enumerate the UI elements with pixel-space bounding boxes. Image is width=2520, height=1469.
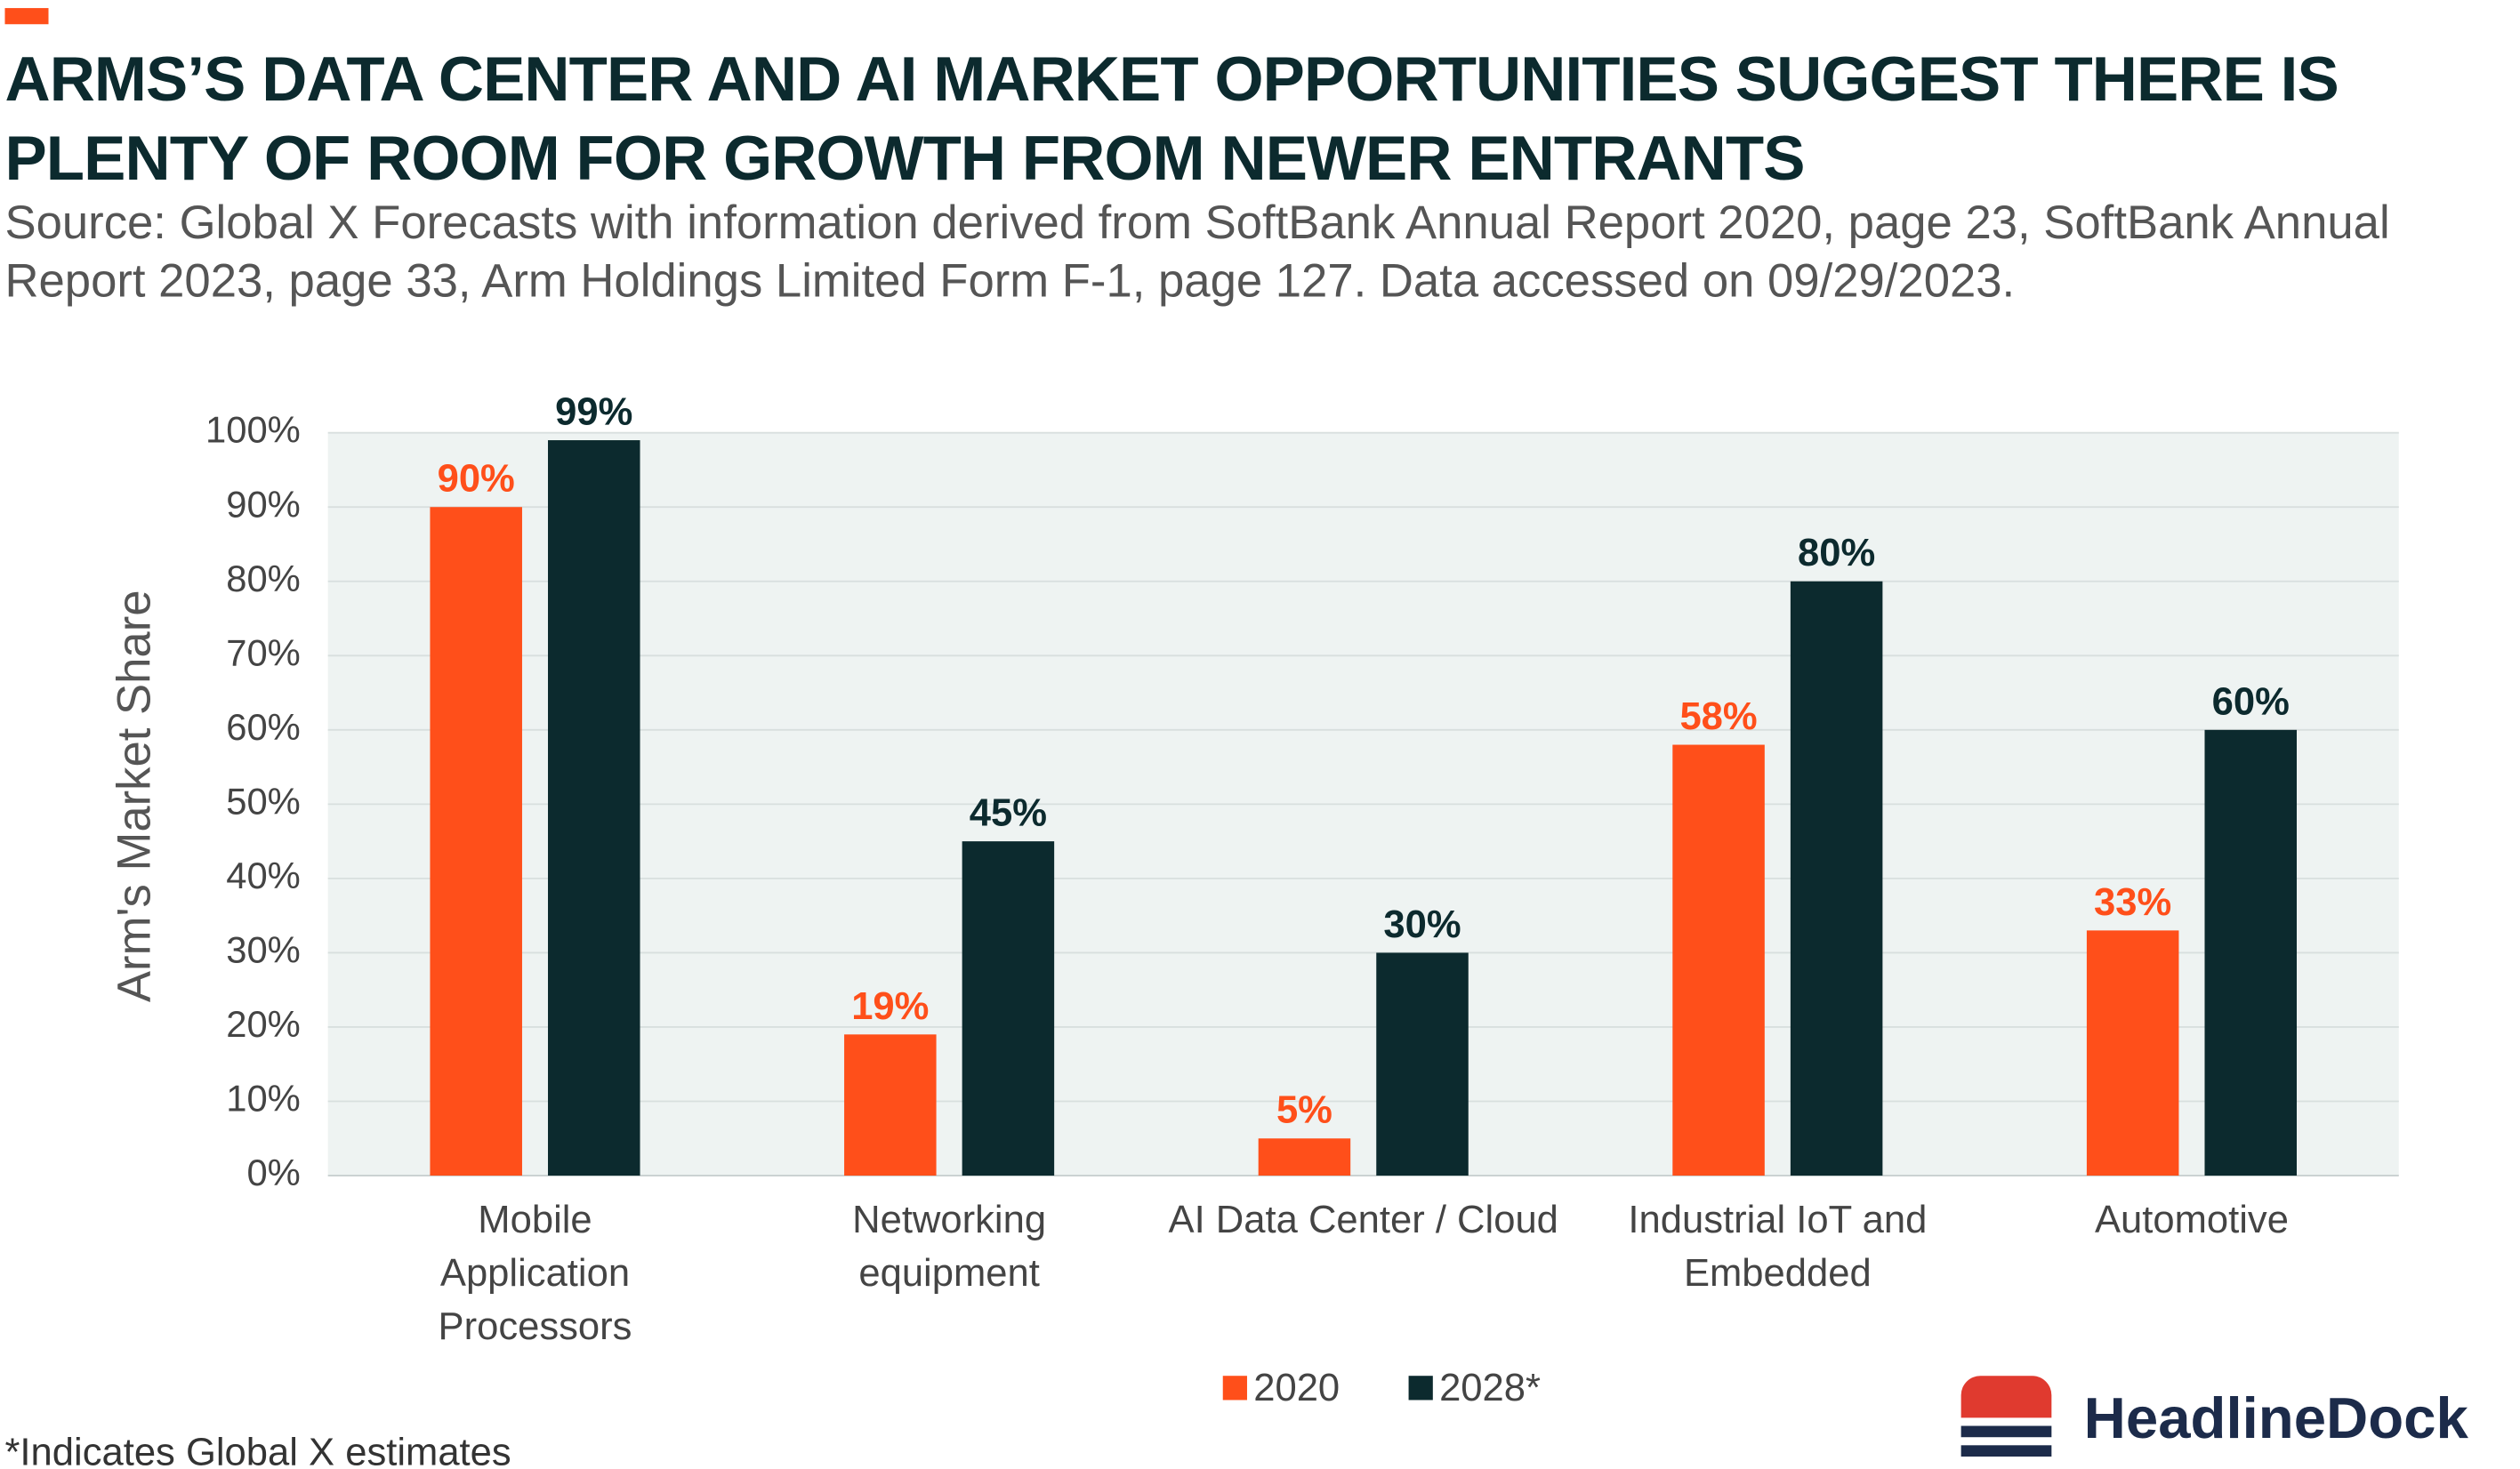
y-tick-label: 50% xyxy=(226,780,301,822)
y-axis-label: Arm's Market Share xyxy=(108,590,160,1002)
x-tick-label: Mobile xyxy=(478,1199,592,1241)
y-tick-label: 70% xyxy=(226,631,301,673)
legend-label: 2020 xyxy=(1253,1367,1340,1409)
y-tick-label: 30% xyxy=(226,928,301,970)
footnote: *Indicates Global X estimates xyxy=(4,1432,511,1469)
bar xyxy=(2086,930,2179,1176)
y-tick-label: 0% xyxy=(246,1152,300,1193)
accent-bar xyxy=(4,8,49,25)
value-label: 30% xyxy=(1383,903,1461,946)
x-tick-label: Application xyxy=(440,1252,630,1295)
x-tick-label: Networking xyxy=(852,1199,1046,1241)
x-tick-label: Processors xyxy=(439,1305,632,1348)
value-label: 45% xyxy=(970,792,1047,835)
y-tick-label: 40% xyxy=(226,855,301,896)
logo-icon xyxy=(1960,1376,2052,1457)
bar xyxy=(1258,1138,1351,1176)
bar xyxy=(548,440,640,1176)
bar xyxy=(844,1034,937,1176)
value-label: 5% xyxy=(1276,1089,1332,1132)
bar xyxy=(1790,581,1883,1176)
bar xyxy=(1376,952,1469,1176)
x-tick-label: Industrial IoT and xyxy=(1628,1199,1927,1241)
logo-text: HeadlineDock xyxy=(2084,1385,2469,1450)
y-tick-label: 90% xyxy=(226,483,301,525)
chart-title: PLENTY OF ROOM FOR GROWTH FROM NEWER ENT… xyxy=(4,124,1804,194)
y-tick-label: 60% xyxy=(226,706,301,748)
value-label: 33% xyxy=(2094,881,2171,924)
legend-swatch xyxy=(1222,1376,1247,1401)
value-label: 60% xyxy=(2212,680,2290,723)
y-tick-label: 80% xyxy=(226,558,301,599)
chart-subtitle: Source: Global X Forecasts with informat… xyxy=(4,197,2389,249)
bar xyxy=(2204,729,2297,1176)
bar xyxy=(962,841,1055,1176)
x-tick-label: Embedded xyxy=(1684,1252,1872,1295)
value-label: 99% xyxy=(555,390,632,433)
chart-subtitle: Report 2023, page 33, Arm Holdings Limit… xyxy=(4,255,2015,308)
x-tick-label: equipment xyxy=(858,1252,1040,1295)
value-label: 80% xyxy=(1798,532,1875,574)
value-label: 58% xyxy=(1679,695,1757,738)
chart-title: ARMS’S DATA CENTER AND AI MARKET OPPORTU… xyxy=(4,44,2338,115)
y-tick-label: 10% xyxy=(226,1078,301,1120)
bar xyxy=(430,507,522,1176)
x-tick-label: AI Data Center / Cloud xyxy=(1169,1199,1558,1241)
x-tick-label: Automotive xyxy=(2095,1199,2289,1241)
legend-swatch xyxy=(1408,1376,1433,1401)
value-label: 90% xyxy=(438,458,515,501)
y-tick-label: 20% xyxy=(226,1003,301,1045)
y-tick-label: 100% xyxy=(205,409,301,451)
bar xyxy=(1672,744,1765,1176)
legend-label: 2028* xyxy=(1439,1367,1541,1409)
value-label: 19% xyxy=(851,985,929,1028)
